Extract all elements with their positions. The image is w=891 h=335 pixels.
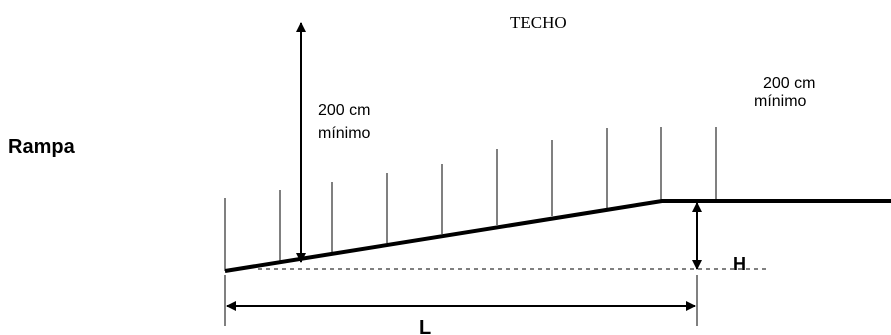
height-label: H (733, 254, 746, 274)
left-clearance-note: mínimo (318, 125, 371, 142)
level-hatch-lines (224, 127, 717, 271)
right-clearance-value: 200 cm (763, 75, 815, 92)
ceiling-label: TECHO (510, 13, 567, 32)
right-clearance-note: mínimo (754, 93, 807, 110)
ramp-profile (224, 199, 891, 273)
side-title: Rampa (8, 136, 76, 158)
left-clearance-value: 200 cm (318, 102, 370, 119)
length-label: L (419, 317, 431, 335)
